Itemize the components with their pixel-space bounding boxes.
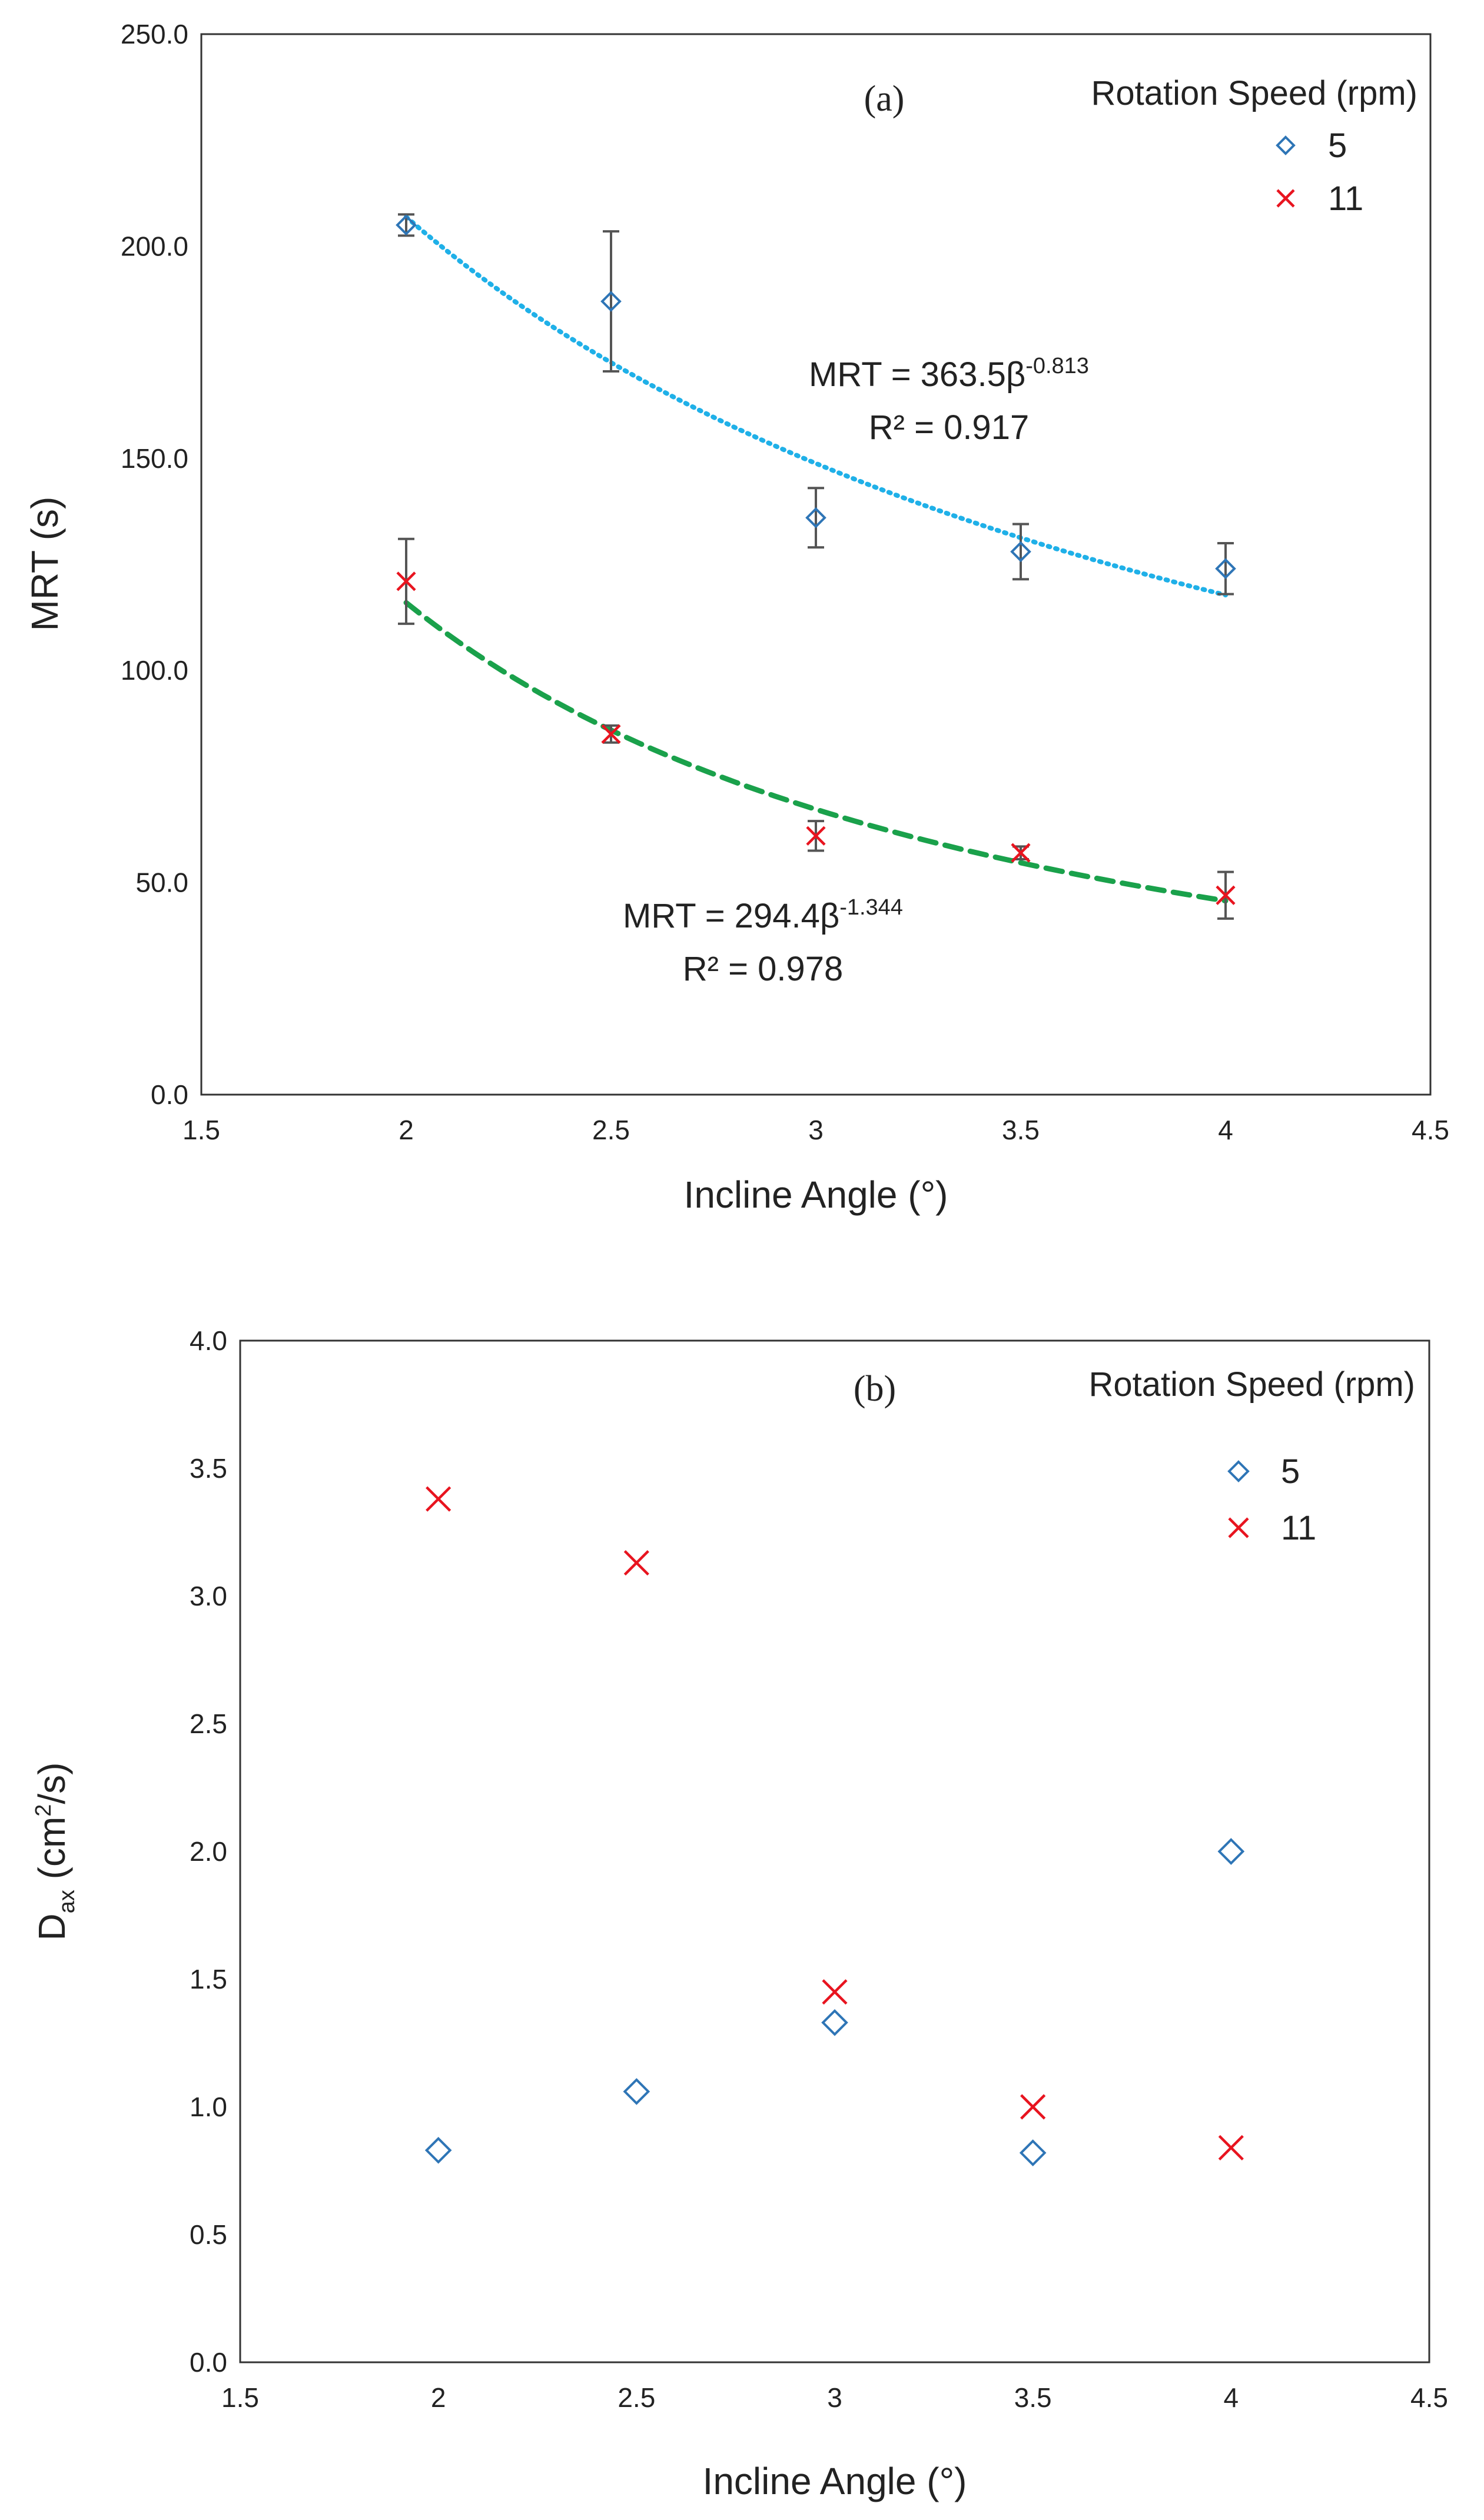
- data-point-11rpm: [396, 571, 416, 591]
- data-point-11rpm: [806, 826, 826, 846]
- data-point-5rpm: [1215, 558, 1236, 580]
- data-point-11rpm: [1216, 885, 1236, 905]
- legend-title-b: Rotation Speed (rpm): [1089, 1365, 1415, 1404]
- data-point-11rpm: [1020, 2094, 1046, 2120]
- y-tick-label: 250.0: [121, 19, 188, 49]
- x-tick-label: 3: [808, 1115, 824, 1145]
- y-tick-label: 50.0: [135, 867, 188, 898]
- x-axis-label-a: Incline Angle (°): [684, 1173, 948, 1216]
- data-point-5rpm: [600, 291, 622, 312]
- fit-r2-11rpm: R² = 0.978: [683, 950, 843, 988]
- error-bar-5rpm: [603, 230, 619, 373]
- legend-label-5rpm: 5: [1281, 1452, 1300, 1491]
- data-point-5rpm: [424, 2136, 452, 2164]
- legend-marker-5rpm: [1227, 1460, 1250, 1482]
- data-point-5rpm: [821, 2009, 848, 2036]
- x-tick-label: 4: [1218, 1115, 1233, 1145]
- legend-label-11rpm: 11: [1281, 1509, 1316, 1547]
- y-tick-label: 2.0: [190, 1836, 227, 1867]
- y-tick-label: 0.0: [151, 1079, 188, 1110]
- x-tick-label: 2: [399, 1115, 414, 1145]
- y-tick-labels-b: 0.0 0.5 1.0 1.5 2.0 2.5 3.0 3.5 4.0: [190, 1325, 227, 2378]
- y-tick-label: 200.0: [121, 231, 188, 261]
- y-tick-label: 150.0: [121, 443, 188, 474]
- plot-area-b: [239, 1339, 1430, 2363]
- y-tick-label: 100.0: [121, 655, 188, 686]
- x-tick-label: 2.5: [592, 1115, 630, 1145]
- data-points-a: [396, 214, 1236, 905]
- fit-lines-a: [403, 214, 1229, 904]
- legend-marker-5rpm: [1276, 135, 1296, 155]
- error-bars-a: [398, 213, 1234, 920]
- legend-title-a: Rotation Speed (rpm): [1091, 74, 1417, 112]
- data-point-11rpm: [601, 724, 621, 744]
- error-bar-5rpm: [398, 213, 414, 237]
- data-point-11rpm: [1218, 2135, 1244, 2161]
- error-bar-5rpm: [808, 487, 824, 549]
- x-tick-label: 4.5: [1412, 1115, 1449, 1145]
- x-tick-labels-b: 1.5 2 2.5 3 3.5 4 4.5: [221, 2382, 1448, 2413]
- y-tick-label: 1.0: [190, 2092, 227, 2122]
- fit-line-5rpm: [404, 214, 1228, 598]
- legend-marker-11rpm: [1276, 189, 1295, 208]
- y-tick-label: 0.5: [190, 2219, 227, 2250]
- fit-r2-5rpm: R² = 0.917: [869, 408, 1029, 447]
- y-axis-label-a: MRT (s): [24, 497, 66, 631]
- panel-label-a: (a): [864, 79, 905, 119]
- x-tick-label: 3.5: [1014, 2382, 1052, 2413]
- y-axis-label-b: Dax (cm2/s): [31, 1763, 79, 1941]
- y-tick-label: 1.5: [190, 1964, 227, 1994]
- data-point-11rpm: [426, 1486, 451, 1512]
- legend-a: 511: [1276, 127, 1363, 218]
- x-tick-label: 1.5: [182, 1115, 220, 1145]
- data-point-11rpm: [623, 1550, 649, 1576]
- data-point-5rpm: [1010, 541, 1031, 563]
- legend-b: 511: [1227, 1452, 1316, 1547]
- fit-line-11rpm: [403, 600, 1229, 904]
- error-bar-5rpm: [1012, 523, 1029, 581]
- x-tick-label: 4: [1224, 2382, 1239, 2413]
- plot-area-a: [200, 33, 1432, 1096]
- panel-label-b: (b): [854, 1369, 896, 1409]
- fit-equation-5rpm: MRT = 363.5β-0.813: [809, 354, 1089, 394]
- y-tick-label: 4.0: [190, 1325, 227, 1356]
- fit-equation-11rpm: MRT = 294.4β-1.344: [623, 895, 903, 935]
- data-point-5rpm: [1217, 1838, 1245, 1865]
- y-tick-label: 3.0: [190, 1581, 227, 1611]
- data-point-5rpm: [1019, 2139, 1047, 2166]
- y-tick-label: 2.5: [190, 1708, 227, 1739]
- y-tick-labels-a: 0.0 50.0 100.0 150.0 200.0 250.0: [121, 19, 188, 1110]
- error-bar-5rpm: [1217, 541, 1234, 596]
- y-tick-label: 0.0: [190, 2347, 227, 2378]
- data-point-5rpm: [805, 507, 826, 528]
- x-tick-label: 2.5: [617, 2382, 655, 2413]
- legend-label-5rpm: 5: [1328, 127, 1347, 165]
- data-point-11rpm: [822, 1979, 848, 2005]
- legend-label-11rpm: 11: [1328, 179, 1363, 218]
- x-tick-labels-a: 1.5 2 2.5 3 3.5 4 4.5: [182, 1115, 1449, 1145]
- x-tick-label: 1.5: [221, 2382, 259, 2413]
- legend-marker-11rpm: [1228, 1517, 1249, 1538]
- x-tick-label: 3.5: [1002, 1115, 1040, 1145]
- data-point-5rpm: [623, 2078, 650, 2105]
- data-point-11rpm: [1011, 843, 1031, 863]
- x-tick-label: 2: [431, 2382, 446, 2413]
- chart-panel-b: 0.0 0.5 1.0 1.5 2.0 2.5 3.0 3.5 4.0 1.5 2 2.5 3 3.5 4…: [31, 1325, 1448, 2502]
- x-tick-label: 4.5: [1410, 2382, 1448, 2413]
- data-points-b: [424, 1486, 1245, 2166]
- y-tick-label: 3.5: [190, 1453, 227, 1484]
- data-point-5rpm: [396, 214, 417, 236]
- chart-panel-a: 0.0 50.0 100.0 150.0 200.0 250.0 1.5 2 2.5 3 3.5 4…: [24, 19, 1449, 1216]
- x-axis-label-b: Incline Angle (°): [703, 2460, 967, 2502]
- x-tick-label: 3: [827, 2382, 842, 2413]
